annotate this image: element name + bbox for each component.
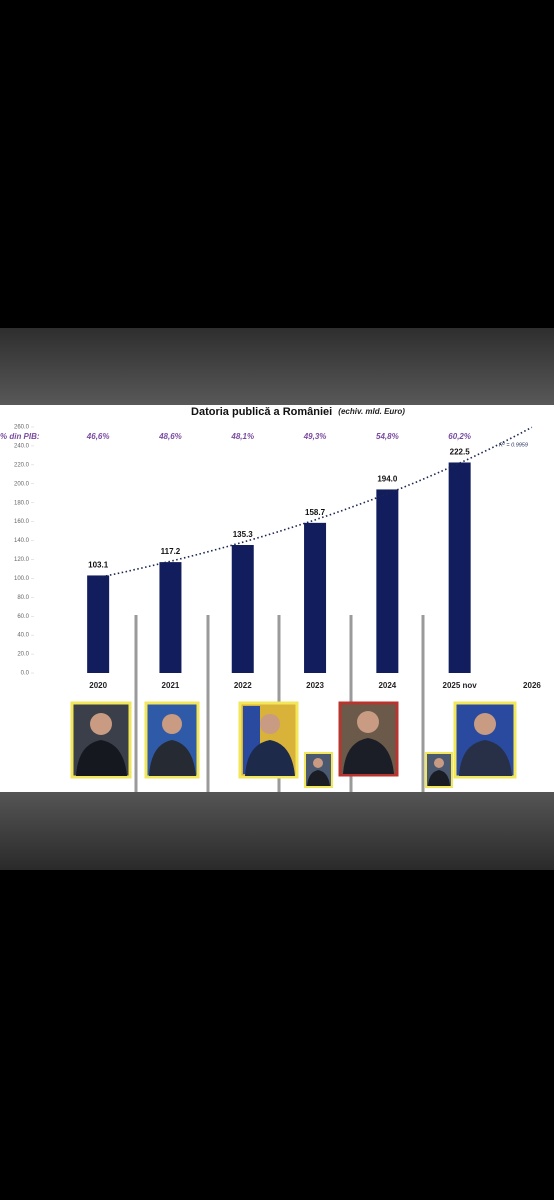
- pib-value: 48,6%: [158, 432, 182, 441]
- title: Datoria publică a României: [191, 406, 332, 418]
- y-tick-label: 60.0: [17, 614, 29, 620]
- bar: [159, 562, 182, 673]
- x-tick-label: 2025 nov: [443, 681, 478, 690]
- pib-value: 60,2%: [448, 432, 471, 441]
- y-tick-label: 100.0: [14, 576, 30, 582]
- image-frame-bottom: [0, 792, 554, 870]
- value-label: 158.7: [305, 508, 326, 517]
- chart-title: Datoria publică a României (echiv. mld. …: [191, 406, 405, 418]
- y-tick-label: 80.0: [17, 595, 29, 601]
- portrait: [425, 752, 453, 788]
- value-label: 103.1: [88, 561, 109, 570]
- x-tick-label: 2024: [378, 681, 396, 690]
- y-tick-label: 180.0: [14, 500, 30, 506]
- value-label: 135.3: [233, 530, 254, 539]
- bar: [376, 489, 399, 673]
- y-tick-label: 120.0: [14, 557, 30, 563]
- bar: [448, 462, 471, 673]
- y-tick-label: 160.0: [14, 519, 30, 525]
- y-tick-label: 40.0: [17, 633, 29, 639]
- image-frame-top: [0, 328, 554, 405]
- pib-label: % din PIB:: [0, 432, 40, 441]
- pib-value: 54,8%: [376, 432, 399, 441]
- x-tick-label: 2020: [89, 681, 107, 690]
- y-tick-label: 240.0: [14, 444, 30, 450]
- y-tick-label: 0.0: [21, 671, 30, 677]
- trendline: [98, 426, 533, 579]
- pib-value: 49,3%: [303, 432, 327, 441]
- pib-value: 48,1%: [230, 432, 254, 441]
- value-label: 222.5: [450, 448, 471, 457]
- portrait: [70, 701, 132, 779]
- x-tick-label: 2023: [306, 681, 324, 690]
- value-label: 194.0: [377, 475, 398, 484]
- portrait: [144, 701, 200, 779]
- portraits: [70, 615, 517, 792]
- bar: [87, 575, 110, 673]
- bar: [231, 544, 254, 673]
- y-tick-label: 200.0: [14, 481, 30, 487]
- x-tick-label: 2021: [162, 681, 180, 690]
- portrait: [338, 701, 399, 777]
- x-tick-label: 2022: [234, 681, 252, 690]
- portrait: [238, 701, 299, 779]
- bar: [304, 522, 327, 673]
- value-label: 117.2: [161, 547, 181, 556]
- y-tick-label: 260.0: [14, 425, 30, 431]
- trendline-label: R² = 0.9959: [499, 442, 528, 448]
- x-tick-label: 2026: [523, 681, 541, 690]
- portrait: [453, 701, 517, 779]
- plot: 0.0 20.0 40.0 60.0 80.0 100.0 120.0 140.0 160.0 1…: [14, 425, 541, 691]
- portrait: [304, 752, 333, 788]
- y-tick-label: 220.0: [14, 462, 30, 468]
- y-tick-label: 140.0: [14, 538, 30, 544]
- y-tick-label: 20.0: [17, 652, 29, 658]
- subtitle: (echiv. mld. Euro): [338, 407, 405, 416]
- pib-value: 46,6%: [86, 432, 110, 441]
